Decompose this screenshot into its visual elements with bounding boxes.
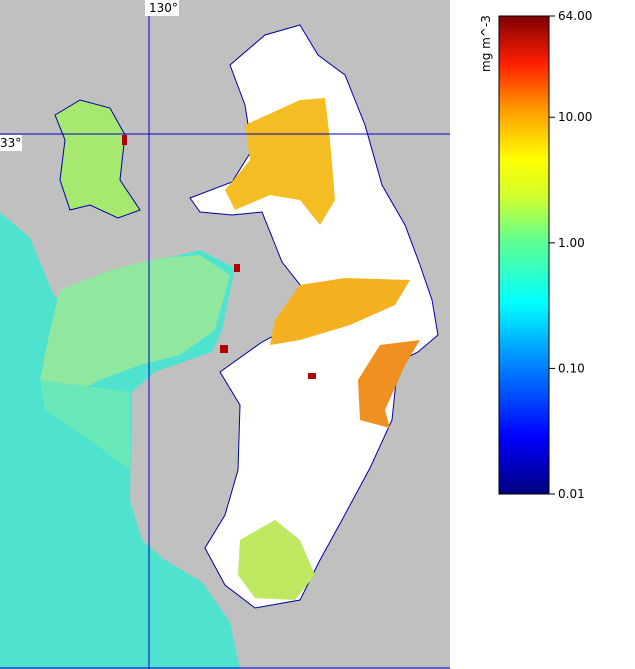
colorbar-tick-label: 0.10 (558, 361, 585, 375)
coastal-patch (54, 99, 141, 219)
high-chlorophyll (270, 278, 410, 345)
latitude-label: 33° (0, 136, 21, 150)
hotspot (308, 373, 316, 379)
colorbar-gradient (498, 15, 550, 495)
label-bg (0, 135, 22, 151)
sea-moderate (40, 255, 230, 400)
coastal-patch (238, 520, 315, 600)
hotspot (220, 345, 228, 353)
label-bg (145, 0, 179, 16)
hotspot (234, 264, 240, 272)
high-chlorophyll (358, 340, 420, 428)
sea-moderate (40, 380, 130, 470)
high-chlorophyll (225, 98, 335, 225)
colorbar-tick-label: 64.00 (558, 9, 592, 23)
longitude-label: 130° (149, 1, 178, 15)
colorbar-label: mg m^-3 (479, 15, 493, 72)
colorbar-tick-label: 1.00 (558, 236, 585, 250)
colorbar-tick-label: 10.00 (558, 110, 592, 124)
map: 130° 33° (0, 0, 450, 669)
hotspot (122, 135, 127, 145)
colorbar: mg m^-3 64.00 10.00 1.00 0.10 0.01 (479, 9, 592, 501)
colorbar-tick-label: 0.01 (558, 487, 585, 501)
